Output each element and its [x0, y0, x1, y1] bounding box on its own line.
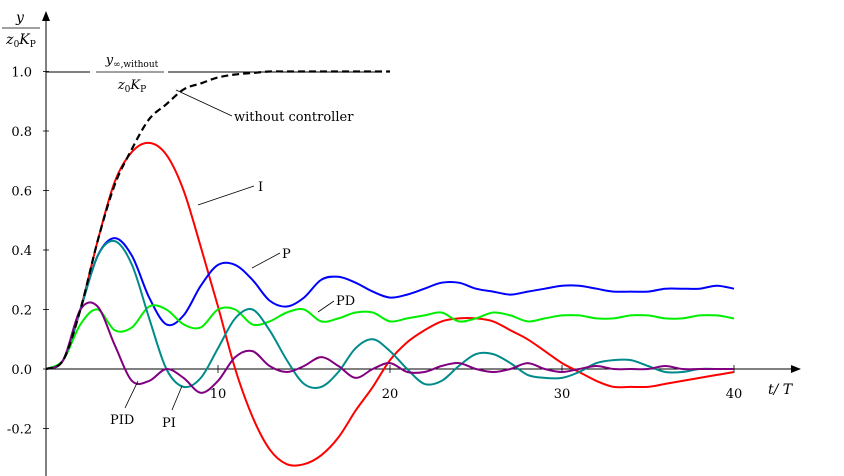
y-tick-label: 0.4: [11, 244, 32, 259]
y-tick-label: 1.0: [11, 66, 32, 81]
x-tick-label: 10: [210, 387, 227, 402]
svg-text:y∞,without: y∞,without: [105, 53, 159, 70]
svg-text:z0KP: z0KP: [117, 78, 146, 95]
label-pid: PID: [110, 413, 134, 428]
series-layer: [45, 70, 735, 467]
y-tick-label: 0.6: [11, 185, 32, 200]
y-tick-label: 0.2: [11, 304, 32, 319]
reference-line: y∞,without z0KP: [46, 53, 375, 95]
series-line-without-controller: [45, 70, 390, 371]
series-line-pd: [45, 304, 735, 370]
svg-text:y: y: [15, 10, 25, 26]
curve-labels: without controller I P PD PI PID: [110, 89, 355, 431]
label-i: I: [258, 180, 263, 195]
x-tick-label: 20: [382, 387, 399, 402]
y-tick-label: -0.2: [7, 423, 32, 438]
y-axis-label: y z0KP: [2, 10, 40, 50]
series-line-p: [45, 237, 735, 370]
axis-ticks: 10 20 30 40 1.0 0.8 0.6 0.4 0.2 0.0 -0.2: [7, 66, 742, 438]
x-axis-label: t/ T: [768, 382, 794, 398]
y-tick-label: 0.0: [11, 363, 32, 378]
svg-text:z0KP: z0KP: [5, 32, 36, 50]
y-tick-label: 0.8: [11, 125, 32, 140]
label-pi: PI: [162, 416, 176, 431]
label-pd: PD: [336, 294, 355, 309]
x-tick-label: 30: [554, 387, 571, 402]
x-tick-label: 40: [726, 387, 743, 402]
series-line-i: [45, 141, 735, 467]
label-without-controller: without controller: [234, 110, 354, 125]
series-line-pid: [45, 301, 734, 394]
label-p: P: [282, 247, 291, 262]
series-line-pi: [45, 239, 734, 389]
